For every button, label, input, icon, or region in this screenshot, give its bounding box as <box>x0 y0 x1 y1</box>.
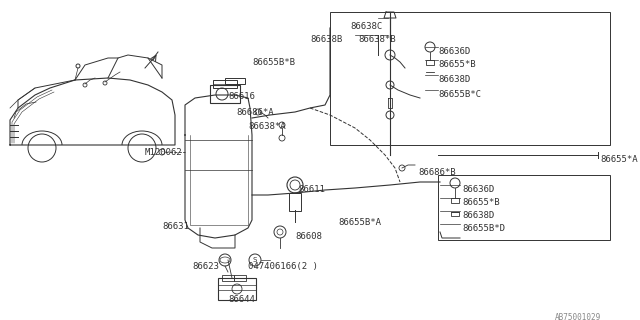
Text: 86616: 86616 <box>228 92 255 101</box>
Bar <box>289 193 301 211</box>
Bar <box>213 80 237 88</box>
Text: 86631: 86631 <box>162 222 189 231</box>
Bar <box>438 175 610 240</box>
Bar <box>218 278 256 300</box>
Text: S: S <box>253 257 257 263</box>
Bar <box>234 275 246 281</box>
Text: 86655B*D: 86655B*D <box>462 224 505 233</box>
Text: 86686*A: 86686*A <box>236 108 274 117</box>
Text: 86655*A: 86655*A <box>600 155 637 164</box>
Bar <box>222 275 234 281</box>
Text: 86636D: 86636D <box>462 185 494 194</box>
Text: 86655B*C: 86655B*C <box>438 90 481 99</box>
Text: 86655*B: 86655*B <box>438 60 476 69</box>
Text: 86623: 86623 <box>192 262 219 271</box>
Text: 86638B: 86638B <box>310 35 342 44</box>
Text: AB75001029: AB75001029 <box>555 313 601 320</box>
Bar <box>210 85 240 103</box>
Text: M120062: M120062 <box>145 148 182 157</box>
Bar <box>330 12 610 145</box>
Bar <box>451 212 459 216</box>
Bar <box>451 198 459 203</box>
Text: 86611: 86611 <box>298 185 325 194</box>
Text: 86655*B: 86655*B <box>462 198 500 207</box>
Text: 86655B*A: 86655B*A <box>338 218 381 227</box>
Text: 86644: 86644 <box>228 295 255 304</box>
Text: 86636D: 86636D <box>438 47 470 56</box>
Text: 86608: 86608 <box>295 232 322 241</box>
Text: 86638*B: 86638*B <box>358 35 396 44</box>
Bar <box>225 78 245 84</box>
Text: 86638D: 86638D <box>462 211 494 220</box>
Text: 86638*A: 86638*A <box>248 122 285 131</box>
Text: 047406166(2 ): 047406166(2 ) <box>248 262 318 271</box>
Text: 86655B*B: 86655B*B <box>252 58 295 67</box>
Text: 86686*B: 86686*B <box>418 168 456 177</box>
Text: 86638C: 86638C <box>350 22 382 31</box>
Bar <box>426 60 434 65</box>
Text: 86638D: 86638D <box>438 75 470 84</box>
